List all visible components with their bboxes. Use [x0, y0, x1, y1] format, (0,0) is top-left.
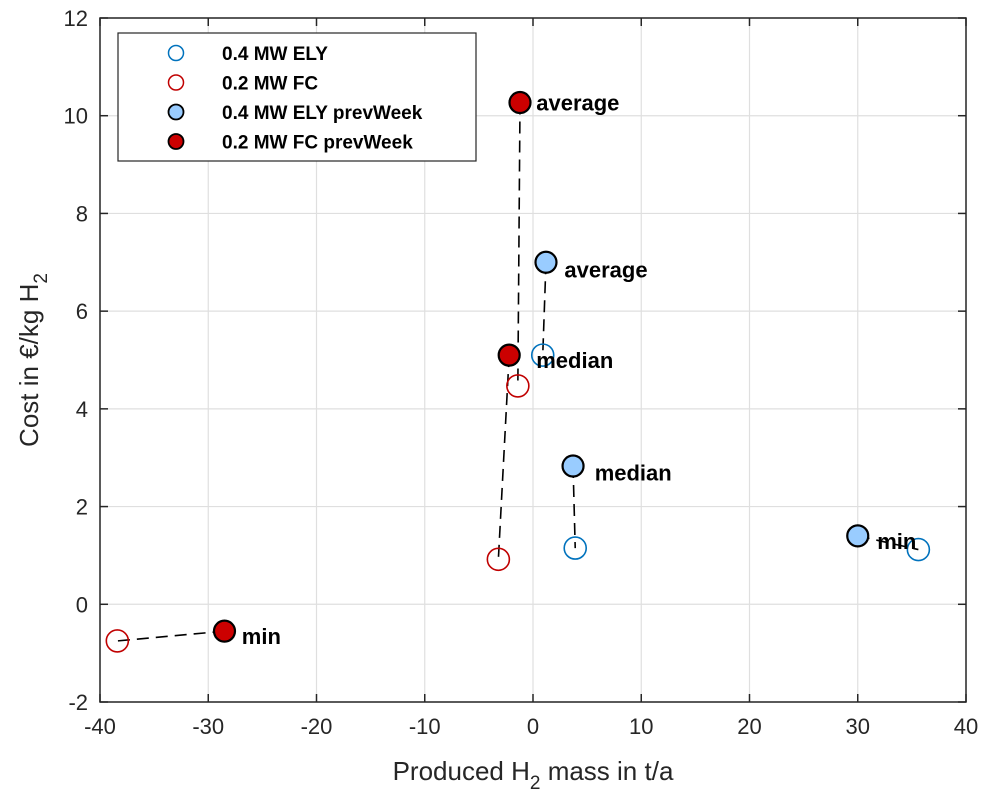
annotation-label: min	[242, 624, 281, 649]
data-point-median	[486, 547, 511, 572]
legend-marker	[167, 103, 185, 121]
annotation-label: median	[595, 460, 672, 485]
data-point-median	[561, 454, 585, 478]
legend-entry: 0.2 MW FC prevWeek	[222, 133, 413, 154]
x-tick-label: -10	[409, 714, 441, 739]
x-tick-label: -40	[84, 714, 116, 739]
y-tick-label: 12	[64, 6, 88, 31]
legend-marker	[167, 133, 185, 150]
annotation-label: average	[536, 91, 619, 116]
y-tick-label: 2	[76, 495, 88, 520]
data-point-average	[508, 90, 532, 115]
x-axis-label-subscript: 2	[530, 773, 541, 791]
x-tick-label: -30	[192, 714, 224, 739]
y-axis-label: Cost in €/kg H2	[14, 273, 52, 447]
y-tick-labels: -2 0 2 4 6 8 10 12	[64, 6, 88, 715]
y-tick-label: 6	[76, 299, 88, 324]
data-point-min	[105, 629, 130, 653]
annotation-label: median	[536, 348, 613, 373]
legend-entry: 0.4 MW ELY	[222, 44, 328, 65]
data-point-average	[530, 343, 555, 367]
data-point-min	[906, 537, 931, 562]
legend-entry: 0.4 MW ELY prevWeek	[222, 103, 423, 124]
axis-ticks	[99, 17, 967, 703]
x-tick-labels: -40 -30 -20 -10 0 10 20 30 40	[84, 714, 978, 739]
x-tick-label: 20	[737, 714, 761, 739]
legend-entry: 0.2 MW FC	[222, 74, 318, 95]
data-point-average	[534, 250, 558, 274]
x-tick-label: 10	[629, 714, 653, 739]
x-axis-label-rest: mass in t/a	[540, 756, 673, 786]
x-tick-label: 30	[846, 714, 870, 739]
point-annotations: average average median median min min	[242, 91, 917, 650]
x-tick-label: 40	[954, 714, 978, 739]
legend-marker	[167, 74, 185, 91]
connector-line	[541, 262, 547, 356]
annotation-label: average	[564, 258, 647, 283]
data-point-average	[506, 374, 530, 398]
y-tick-label: 10	[64, 104, 88, 129]
x-axis-label: Produced H2 mass in t/a	[393, 756, 674, 791]
data-points	[105, 90, 931, 653]
y-tick-label: 4	[76, 397, 88, 422]
connector-line	[497, 355, 510, 560]
data-point-min	[846, 524, 870, 548]
x-tick-label: -20	[301, 714, 333, 739]
data-point-median	[497, 343, 521, 367]
x-tick-label: 0	[527, 714, 539, 739]
connector-line	[572, 465, 577, 549]
y-tick-label: 8	[76, 201, 88, 226]
data-point-median	[563, 536, 588, 560]
legend-marker	[167, 44, 185, 62]
y-axis-label-subscript: 2	[31, 273, 52, 284]
legend: 0.4 MW ELY 0.2 MW FC 0.4 MW ELY prevWeek 0.…	[117, 32, 477, 162]
connector-line	[517, 102, 521, 386]
annotation-label: min	[877, 529, 916, 554]
y-tick-label: -2	[68, 690, 88, 715]
y-tick-label: 0	[76, 592, 88, 617]
data-point-min	[212, 619, 237, 643]
